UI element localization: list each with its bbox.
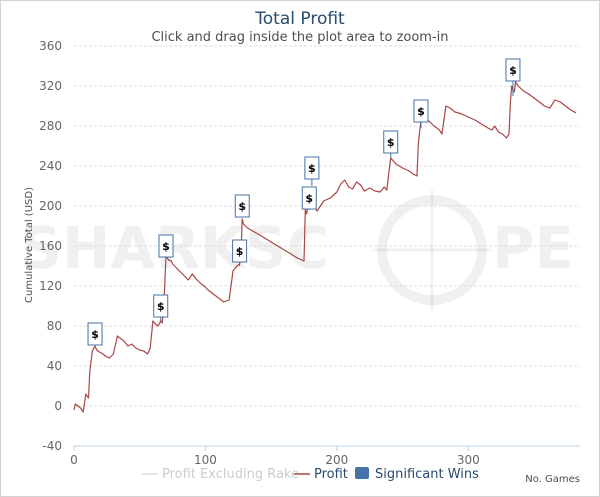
flag-label: $ [509, 64, 517, 77]
watermark-scope-circle [377, 195, 487, 305]
y-tick-label: 280 [39, 119, 62, 133]
legend-item-profit-excluding-rake[interactable]: Profit Excluding Rake [142, 467, 299, 482]
flag-box [505, 58, 521, 82]
significant-win-flag[interactable]: $ [232, 239, 248, 266]
flag-label: $ [157, 300, 165, 313]
flag-label: $ [162, 240, 170, 253]
x-tick-label: 300 [457, 453, 480, 467]
flag-box [383, 130, 399, 154]
flag-label: $ [417, 105, 425, 118]
profit-series-line[interactable] [73, 81, 577, 413]
flag-box [234, 194, 250, 218]
y-tick-label: 80 [47, 319, 62, 333]
y-tick-label: 160 [39, 239, 62, 253]
x-axis: 0 100 200 300 [70, 445, 580, 467]
y-tick-label: 240 [39, 159, 62, 173]
significant-win-flag[interactable]: $ [304, 156, 320, 186]
watermark-text: PE [492, 214, 574, 282]
flag-box [304, 156, 320, 180]
flag-box [87, 322, 103, 346]
significant-win-flag[interactable]: $ [413, 99, 429, 128]
y-tick-label: 40 [47, 359, 62, 373]
y-tick-label: 360 [39, 39, 62, 53]
x-axis-label: No. Games [525, 474, 580, 485]
legend-item-significant-wins[interactable]: Significant Wins [355, 467, 479, 482]
chart-title: Total Profit [254, 9, 345, 29]
legend-label: Profit Excluding Rake [162, 467, 299, 482]
gridlines [74, 45, 580, 447]
significant-win-flag[interactable]: $ [383, 130, 399, 158]
y-tick-label: 200 [39, 199, 62, 213]
y-axis-label: Cumulative Total (USD) [24, 187, 35, 303]
flag-box [158, 234, 174, 258]
flag-label: $ [91, 328, 99, 341]
chart-subtitle: Click and drag inside the plot area to z… [151, 30, 448, 45]
y-tick-label: 320 [39, 79, 62, 93]
flag-box [413, 99, 429, 123]
flag-label: $ [236, 245, 244, 258]
significant-wins-flags[interactable]: $ $ $ $ $ $ $ $ $ $ [87, 58, 521, 346]
plot-area[interactable] [73, 81, 577, 413]
legend[interactable]: Profit Excluding Rake Profit Significant… [142, 467, 479, 482]
significant-win-flag[interactable]: $ [87, 322, 103, 346]
x-tick-label: 200 [325, 453, 348, 467]
flag-label: $ [238, 200, 246, 213]
flag-label: $ [387, 136, 395, 149]
significant-win-flag[interactable]: $ [153, 294, 169, 321]
y-tick-label: 0 [54, 399, 62, 413]
flag-label: $ [305, 192, 313, 205]
legend-swatch [355, 467, 369, 479]
legend-label: Significant Wins [375, 467, 479, 482]
significant-win-flag[interactable]: $ [505, 58, 521, 96]
flag-box [232, 239, 248, 263]
significant-win-flag[interactable]: $ [234, 194, 250, 218]
y-tick-label: 120 [39, 279, 62, 293]
y-tick-label: -40 [42, 439, 62, 453]
legend-label: Profit [314, 467, 348, 482]
significant-win-flag[interactable]: $ [301, 186, 317, 210]
watermark-text: SHARKSC [20, 214, 329, 282]
x-tick-label: 0 [70, 453, 78, 467]
watermark: SHARKSC PE [20, 190, 574, 310]
legend-item-profit[interactable]: Profit [294, 467, 348, 482]
flag-box [153, 294, 169, 318]
y-axis: -40 0 40 80 120 160 200 240 280 320 360 [39, 39, 62, 453]
significant-win-flag[interactable]: $ [158, 234, 174, 261]
x-tick-label: 100 [194, 453, 217, 467]
flag-box [301, 186, 317, 210]
flag-label: $ [308, 162, 316, 175]
